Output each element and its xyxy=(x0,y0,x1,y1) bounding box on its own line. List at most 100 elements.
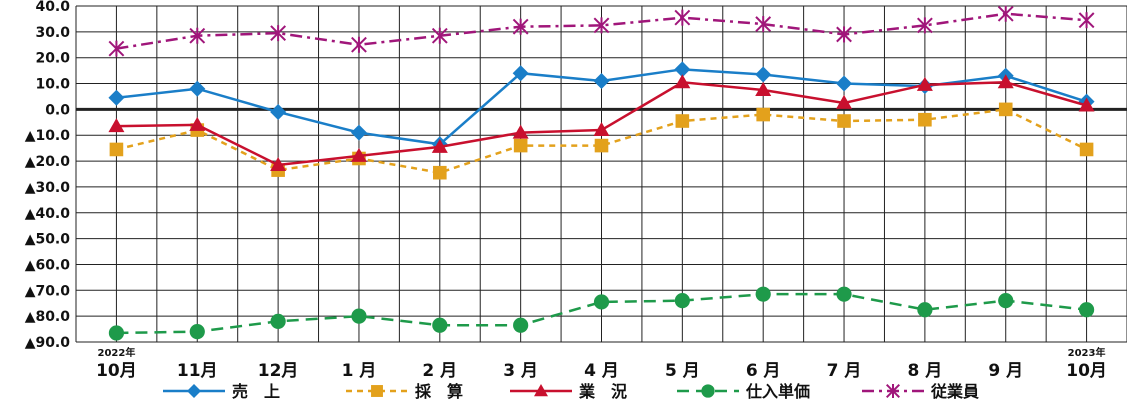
x-tick-label: 8 月 xyxy=(908,361,943,381)
data-point xyxy=(836,94,853,109)
data-point xyxy=(674,61,691,78)
data-point xyxy=(270,103,287,120)
data-point xyxy=(351,36,367,53)
y-tick-label: ▲60.0 xyxy=(25,257,71,273)
data-point xyxy=(512,65,529,82)
legend-label: 仕入単価 xyxy=(745,382,810,399)
legend-item: 従業員 xyxy=(862,382,979,399)
data-point xyxy=(109,142,124,157)
year-label: 2022年 xyxy=(98,346,136,359)
x-tick-label: 6 月 xyxy=(746,361,781,381)
data-point xyxy=(917,302,933,318)
data-point xyxy=(189,27,206,44)
data-point xyxy=(837,114,851,128)
data-point xyxy=(836,286,852,302)
y-tick-label: ▲40.0 xyxy=(25,206,71,222)
x-tick-label: 10月 xyxy=(1066,361,1107,381)
data-point xyxy=(350,147,367,162)
y-tick-label: ▲90.0 xyxy=(25,335,71,351)
data-point xyxy=(512,124,529,139)
y-tick-label: ▲70.0 xyxy=(25,283,71,299)
series-4 xyxy=(108,286,1095,341)
x-tick-label: 12月 xyxy=(258,361,299,381)
data-point xyxy=(755,286,771,302)
data-point xyxy=(108,89,125,106)
y-tick-label: ▲10.0 xyxy=(25,128,71,144)
legend-label: 従業員 xyxy=(930,382,979,399)
data-point xyxy=(1078,97,1095,112)
legend-marker xyxy=(371,385,383,397)
data-point xyxy=(270,313,286,329)
legend-item: 採 算 xyxy=(346,382,463,399)
y-tick-label: 10.0 xyxy=(35,77,70,93)
data-point xyxy=(836,75,853,92)
y-axis-ticks: 40.0 30.0 20.0 10.0 0.0 ▲10.0 ▲20.0 ▲30.0 ▲40.0 ▲… xyxy=(25,0,71,351)
data-point xyxy=(755,82,772,96)
y-tick-label: 40.0 xyxy=(35,0,70,15)
data-point xyxy=(916,17,933,34)
data-point xyxy=(270,25,287,42)
x-tick-label: 5 月 xyxy=(665,361,700,381)
legend-label: 採 算 xyxy=(415,382,463,399)
y-tick-label: 20.0 xyxy=(35,51,70,67)
legend-label: 売 上 xyxy=(232,382,280,399)
data-point xyxy=(755,16,772,33)
data-point xyxy=(512,18,529,35)
data-point xyxy=(270,156,287,171)
legend-marker xyxy=(701,384,715,398)
data-point xyxy=(431,27,448,44)
data-point xyxy=(756,107,770,122)
legend: 売 上 採 算 業 況 仕入単価 従業員 xyxy=(163,382,979,399)
data-point xyxy=(108,118,125,133)
data-point xyxy=(836,26,852,43)
data-point xyxy=(108,40,125,57)
data-point xyxy=(998,293,1014,309)
data-point xyxy=(513,138,528,153)
data-point xyxy=(351,308,367,324)
data-point xyxy=(674,74,691,89)
x-tick-label: 4 月 xyxy=(584,361,619,381)
data-point xyxy=(674,293,690,309)
data-point xyxy=(916,76,933,91)
data-point xyxy=(755,66,772,83)
data-point xyxy=(433,165,447,180)
y-tick-label: 0.0 xyxy=(45,102,70,118)
legend-marker xyxy=(885,383,901,399)
y-tick-label: 30.0 xyxy=(35,25,70,41)
x-tick-label: 7 月 xyxy=(827,361,862,381)
series-3 xyxy=(108,74,1095,171)
x-tick-label: 11月 xyxy=(177,361,218,381)
x-tick-label: 1 月 xyxy=(342,361,377,381)
data-point xyxy=(594,138,609,153)
data-point xyxy=(674,9,691,26)
data-point xyxy=(997,74,1014,89)
data-point xyxy=(189,324,205,340)
x-tick-label: 2 月 xyxy=(422,361,457,381)
data-point xyxy=(350,124,367,141)
data-point xyxy=(675,114,690,128)
data-point xyxy=(189,80,206,97)
data-point xyxy=(1078,302,1095,318)
x-axis-ticks: 10月 11月 12月 1 月 2 月 3 月 4 月 5 月 6 月 7 月 8 月 9 月 10月 2… xyxy=(96,346,1107,381)
y-tick-label: ▲20.0 xyxy=(25,154,71,170)
grid xyxy=(75,5,1127,343)
data-point xyxy=(593,294,610,310)
data-point xyxy=(108,325,125,341)
data-point xyxy=(189,116,206,131)
series-5 xyxy=(108,5,1095,57)
x-tick-label: 10月 xyxy=(96,361,137,381)
data-point xyxy=(918,112,932,127)
data-point xyxy=(998,102,1013,117)
y-tick-label: ▲50.0 xyxy=(25,232,71,248)
legend-marker xyxy=(187,384,201,398)
legend-item: 仕入単価 xyxy=(677,382,810,399)
data-point xyxy=(431,138,448,153)
y-tick-label: ▲30.0 xyxy=(25,180,71,196)
legend-marker xyxy=(534,384,548,397)
data-point xyxy=(1079,142,1094,157)
data-point xyxy=(1078,12,1095,29)
x-tick-label: 3 月 xyxy=(503,361,538,381)
data-point xyxy=(513,317,529,333)
series xyxy=(108,5,1095,341)
